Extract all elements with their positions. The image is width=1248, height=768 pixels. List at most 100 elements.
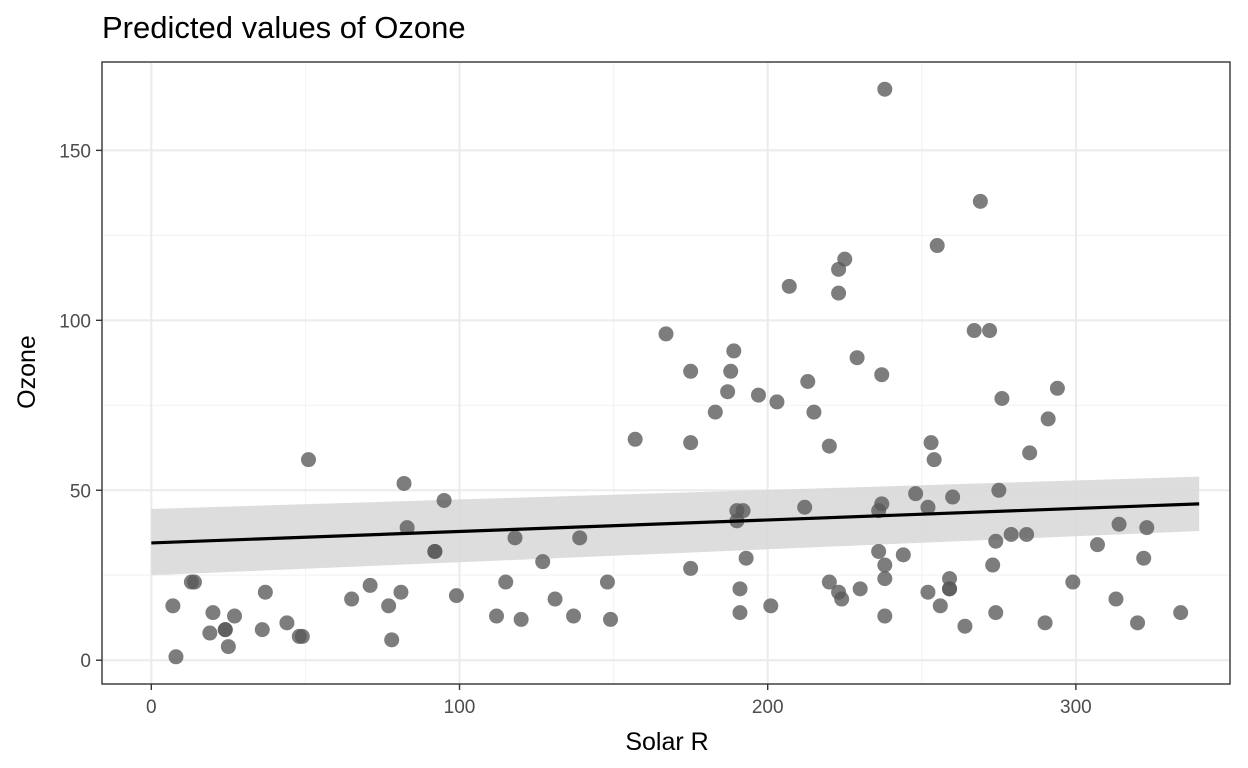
data-point: [165, 598, 181, 614]
x-tick-label: 0: [146, 697, 157, 718]
data-point: [168, 649, 184, 665]
x-axis-title: Solar R: [625, 728, 708, 756]
data-point: [488, 608, 504, 624]
data-point: [603, 611, 619, 627]
y-tick-label: 100: [59, 311, 91, 332]
data-point: [800, 373, 816, 389]
data-point: [1037, 615, 1053, 631]
data-point: [399, 520, 415, 536]
data-point: [821, 438, 837, 454]
data-point: [384, 632, 400, 648]
fit-line-group: [151, 502, 1200, 545]
data-point: [572, 530, 588, 546]
data-point: [945, 489, 961, 505]
data-point: [738, 550, 754, 566]
data-point: [849, 350, 865, 366]
data-point: [871, 543, 887, 559]
data-point: [1003, 526, 1019, 542]
data-point: [720, 384, 736, 400]
panel-border: [101, 61, 1231, 685]
data-point: [988, 605, 1004, 621]
x-tick-label: 100: [444, 697, 476, 718]
data-point: [806, 404, 822, 420]
data-point: [294, 628, 310, 644]
data-point: [1022, 445, 1038, 461]
data-point: [932, 598, 948, 614]
data-point: [1136, 550, 1152, 566]
data-point: [877, 571, 893, 587]
data-point: [877, 608, 893, 624]
data-point: [908, 486, 924, 502]
data-point: [599, 574, 615, 590]
data-point: [362, 577, 378, 593]
data-point: [513, 611, 529, 627]
data-point: [566, 608, 582, 624]
data-point: [982, 323, 998, 339]
data-point: [874, 496, 890, 512]
data-point: [942, 581, 958, 597]
plot-area: [101, 61, 1231, 685]
fit-line: [151, 502, 1200, 545]
data-point: [750, 387, 766, 403]
data-point: [895, 547, 911, 563]
data-point: [498, 574, 514, 590]
data-point: [1049, 380, 1065, 396]
data-point: [972, 193, 988, 209]
data-point: [507, 530, 523, 546]
data-point: [344, 591, 360, 607]
data-point: [202, 625, 218, 641]
data-point: [920, 499, 936, 515]
x-tick-label: 300: [1060, 697, 1092, 718]
data-point: [926, 452, 942, 468]
data-point: [994, 390, 1010, 406]
grid-lines: [102, 62, 1230, 684]
data-point: [797, 499, 813, 515]
chart-title: Predicted values of Ozone: [102, 10, 466, 45]
data-point: [877, 557, 893, 573]
data-point: [300, 452, 316, 468]
x-axis: 0 100 200 300: [146, 684, 1092, 718]
y-tick-label: 50: [70, 481, 91, 502]
data-point: [991, 482, 1007, 498]
data-point: [186, 574, 202, 590]
data-point: [683, 560, 699, 576]
data-point: [381, 598, 397, 614]
data-point: [834, 591, 850, 607]
data-point: [929, 238, 945, 254]
confidence-band: [151, 476, 1200, 576]
data-point: [547, 591, 563, 607]
data-point: [985, 557, 1001, 573]
data-point: [707, 404, 723, 420]
data-point: [763, 598, 779, 614]
x-tick-label: 200: [752, 697, 784, 718]
data-point: [1111, 516, 1127, 532]
data-point: [732, 605, 748, 621]
data-point: [627, 431, 643, 447]
data-point: [923, 435, 939, 451]
data-point: [658, 326, 674, 342]
y-axis: 0 50 100 150: [59, 141, 102, 672]
data-point: [988, 533, 1004, 549]
data-point: [1139, 520, 1155, 536]
data-point: [1040, 411, 1056, 427]
data-point: [1130, 615, 1146, 631]
data-point: [683, 435, 699, 451]
data-point: [427, 543, 443, 559]
data-point: [821, 574, 837, 590]
data-point: [769, 394, 785, 410]
data-point: [957, 618, 973, 634]
data-point: [1089, 537, 1105, 553]
data-point: [535, 554, 551, 570]
data-point: [781, 278, 797, 294]
data-point: [436, 492, 452, 508]
data-point: [1065, 574, 1081, 590]
data-point: [393, 584, 409, 600]
confidence-ribbon: [151, 476, 1200, 576]
data-point: [732, 581, 748, 597]
data-point: [852, 581, 868, 597]
data-point: [220, 639, 236, 655]
data-point: [837, 251, 853, 267]
data-point: [279, 615, 295, 631]
data-points: [165, 81, 1189, 665]
